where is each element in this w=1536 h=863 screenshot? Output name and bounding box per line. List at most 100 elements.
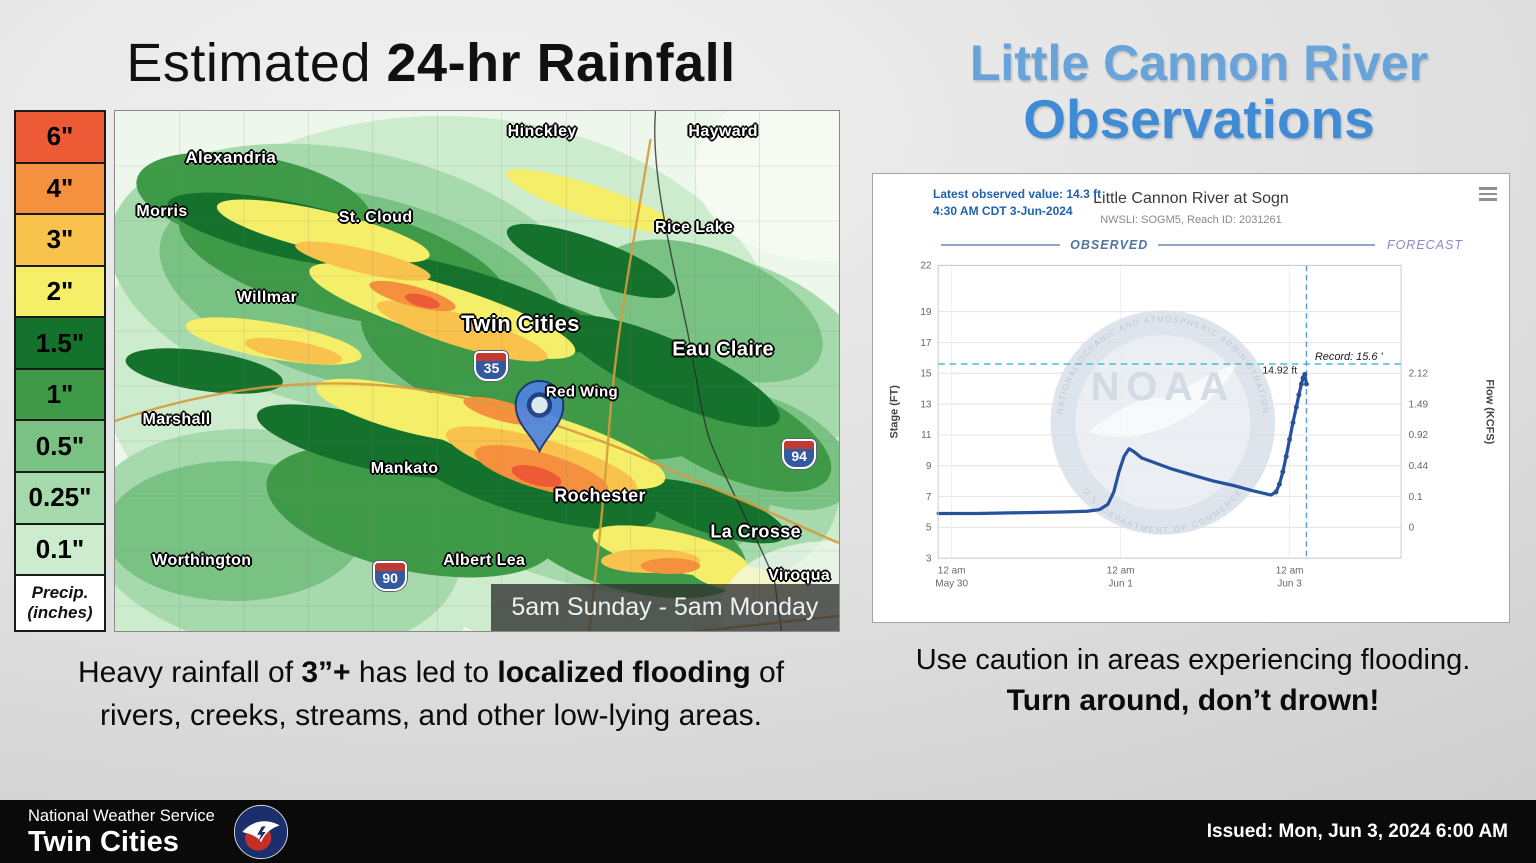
x-tick-date: May 30 xyxy=(935,579,968,590)
x-tick-time: 12 am xyxy=(1107,566,1135,577)
legend-item-label: 6" xyxy=(46,121,74,152)
map-time-caption: 5am Sunday - 5am Monday xyxy=(490,584,839,631)
summary-part-2: 3”+ xyxy=(301,656,351,689)
flow-tick: 0.44 xyxy=(1409,461,1429,472)
stage-axis-title: Stage (FT) xyxy=(888,385,900,439)
map-labels-layer: Alexandria Morris St. Cloud Hinckley Hayward… xyxy=(115,111,839,631)
rainfall-title: Estimated 24-hr Rainfall xyxy=(0,32,862,94)
observed-point xyxy=(1296,392,1302,398)
x-tick-time: 12 am xyxy=(1276,566,1304,577)
observed-point xyxy=(1273,489,1279,495)
stage-tick: 22 xyxy=(920,261,932,272)
stage-tick: 7 xyxy=(926,492,932,503)
city-label: Mankato xyxy=(370,459,439,477)
legend-item-label: 0.1" xyxy=(35,533,85,564)
observed-point xyxy=(1293,405,1299,411)
observed-point xyxy=(1280,469,1286,475)
x-tick-date: Jun 1 xyxy=(1108,579,1133,590)
observed-label: OBSERVED xyxy=(1070,238,1149,253)
legend-units-label: Precip. (inches) xyxy=(14,574,106,632)
nws-logo xyxy=(233,804,289,860)
legend-item-label: 0.5" xyxy=(35,430,85,461)
chart-station-meta: NWSLI: SOGM5, Reach ID: 2031261 xyxy=(1100,214,1282,227)
flow-tick: 1.49 xyxy=(1409,400,1429,411)
latest-observed-line2: 4:30 AM CDT 3-Jun-2024 xyxy=(933,204,1073,219)
observed-point xyxy=(1302,372,1308,378)
peak-annotation: 14.92 ft xyxy=(1262,366,1297,377)
caution-line2: Turn around, don’t drown! xyxy=(1006,683,1380,717)
footer-text: National Weather Service Twin Cities xyxy=(28,807,215,857)
city-label: Hinckley xyxy=(507,122,577,140)
observed-point xyxy=(1283,454,1289,460)
city-label: La Crosse xyxy=(710,521,802,542)
rainfall-legend-items: 6" 4" 3" 2" 1.5" 1" 0.5" 0.25" 0.1" xyxy=(14,110,106,577)
hydrograph-panel: Latest observed value: 14.3 ft 4:30 AM C… xyxy=(872,173,1510,624)
chart-menu-icon[interactable] xyxy=(1477,182,1499,206)
river-section: Little Cannon River Observations Latest … xyxy=(862,0,1536,800)
x-tick-time: 12 am xyxy=(938,566,966,577)
legend-item-label: 0.25" xyxy=(28,482,92,513)
legend-item: 4" xyxy=(14,161,106,216)
rainfall-title-light: Estimated xyxy=(126,33,371,93)
footer-bar: National Weather Service Twin Cities Iss… xyxy=(0,800,1536,863)
summary-part-4: localized flooding xyxy=(497,656,751,689)
stage-tick: 13 xyxy=(920,400,932,411)
observed-point xyxy=(1298,381,1304,387)
stage-tick: 15 xyxy=(920,369,932,380)
plot-border xyxy=(937,265,1402,560)
city-label: Alexandria xyxy=(185,147,277,167)
footer-office: Twin Cities xyxy=(28,825,179,858)
issued-timestamp: Issued: Mon, Jun 3, 2024 6:00 AM xyxy=(1206,820,1508,842)
observed-point xyxy=(1290,420,1296,426)
interstate-shield-icon: 90 xyxy=(373,561,408,592)
legend-units-line2: (inches) xyxy=(27,603,93,622)
city-label: St. Cloud xyxy=(338,208,413,226)
river-title-line2: Observations xyxy=(1023,88,1375,150)
city-label: Hayward xyxy=(688,122,758,140)
summary-part-1: Heavy rainfall of xyxy=(77,656,302,689)
location-pin-icon xyxy=(514,380,565,454)
footer-agency: National Weather Service xyxy=(28,806,215,825)
summary-part-5: of rivers, creeks, streams, and other lo… xyxy=(100,656,785,732)
rainfall-summary-text: Heavy rainfall of 3”+ has led to localiz… xyxy=(34,652,828,737)
caution-text: Use caution in areas experiencing floodi… xyxy=(866,641,1520,721)
chart-title: Little Cannon River at Sogn xyxy=(1093,190,1289,208)
observed-forecast-row: OBSERVED FORECAST xyxy=(941,238,1489,252)
legend-item: 6" xyxy=(14,110,106,164)
city-label: Worthington xyxy=(152,551,252,569)
legend-item: 0.5" xyxy=(14,419,106,473)
state-border xyxy=(654,111,783,631)
observed-point xyxy=(1287,437,1293,443)
legend-item: 0.25" xyxy=(14,470,106,525)
stage-tick: 17 xyxy=(920,338,932,349)
legend-item-label: 3" xyxy=(46,224,74,255)
city-label: Willmar xyxy=(236,289,298,307)
record-label: Record: 15.6 ' xyxy=(1315,352,1384,364)
flow-axis-title: Flow (KCFS) xyxy=(1484,380,1496,445)
footer-left: National Weather Service Twin Cities xyxy=(28,804,289,860)
interstate-shield-icon: 94 xyxy=(782,439,817,470)
legend-item-label: 1" xyxy=(46,379,74,410)
chart-titles: Little Cannon River at Sogn NWSLI: SOGM5… xyxy=(883,182,1499,226)
city-label: Rochester xyxy=(554,485,646,506)
city-label: Albert Lea xyxy=(443,551,526,569)
observed-line-left xyxy=(941,244,1061,247)
rainfall-map: Alexandria Morris St. Cloud Hinckley Hayward… xyxy=(114,110,840,632)
flow-tick: 0.92 xyxy=(1409,431,1429,442)
flow-tick: 0.1 xyxy=(1409,492,1423,503)
flow-tick: 2.12 xyxy=(1409,369,1429,380)
city-label: Marshall xyxy=(142,411,211,429)
rainfall-section: Estimated 24-hr Rainfall 6" 4" 3" 2" 1.5" 1" 0… xyxy=(0,32,862,737)
precip-6 xyxy=(405,293,562,487)
stage-tick: 9 xyxy=(926,461,932,472)
river-title-line1: Little Cannon River xyxy=(969,35,1429,91)
stage-tick: 11 xyxy=(921,431,932,442)
legend-item-label: 1.5" xyxy=(35,327,85,358)
interstate-shield-icon: 35 xyxy=(474,350,509,381)
latest-observed-line1: Latest observed value: 14.3 ft xyxy=(933,187,1102,202)
observed-point xyxy=(1276,482,1282,488)
flow-tick: 0 xyxy=(1409,523,1415,534)
